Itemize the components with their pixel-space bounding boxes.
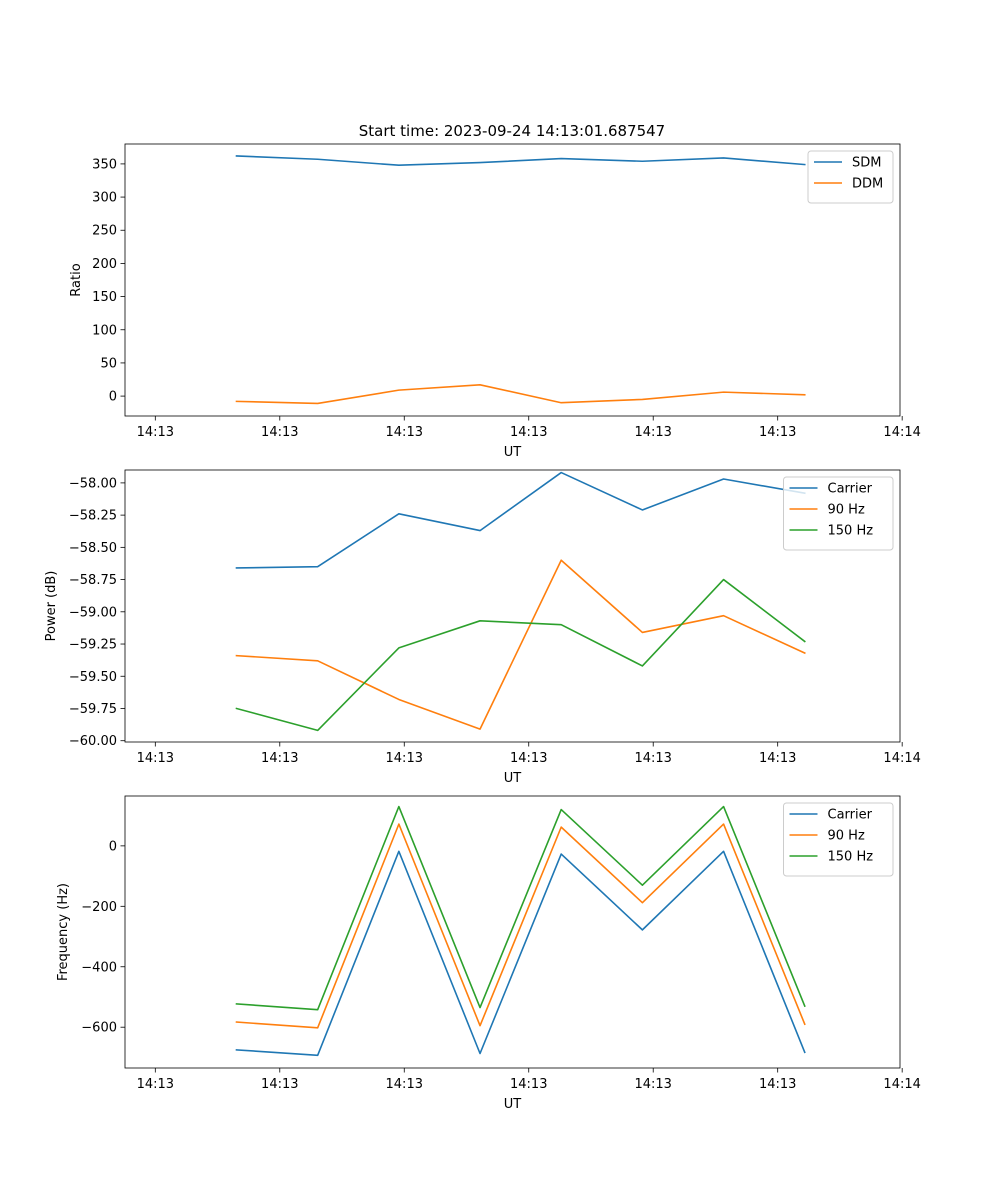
frequency-y-tick-label: −600: [81, 1021, 117, 1036]
power-x-tick-label: 14:13: [510, 751, 547, 766]
frequency-x-tick-label: 14:13: [759, 1077, 796, 1092]
power-legend: Carrier 90 Hz 150 Hz: [783, 476, 894, 551]
frequency-x-tick-label: 14:13: [137, 1077, 174, 1092]
ratio-legend-label-sdm: SDM: [852, 156, 881, 171]
frequency-series-group: [235, 805, 806, 1057]
power-x-tick-label: 14:14: [883, 751, 920, 766]
frequency-x-tick-label: 14:13: [634, 1077, 671, 1092]
ratio-panel: 14:13 14:13 14:13 14:13 14:13 14:13 14:14 0 50 10…: [69, 143, 921, 460]
power-legend-label-90-hz: 90 Hz: [828, 503, 865, 518]
frequency-x-tick-label: 14:13: [510, 1077, 547, 1092]
frequency-panel: 14:13 14:13 14:13 14:13 14:13 14:13 14:14 −600 −…: [56, 795, 921, 1112]
ratio-y-tick-label: 50: [100, 356, 117, 371]
frequency-x-tick-label: 14:14: [883, 1077, 920, 1092]
ratio-x-tick-label: 14:13: [634, 425, 671, 440]
ratio-x-tick-label: 14:13: [386, 425, 423, 440]
power-y-tick-label: −58.75: [69, 573, 117, 588]
power-x-tick-label: 14:13: [634, 751, 671, 766]
ratio-x-tick-label: 14:13: [759, 425, 796, 440]
ratio-legend-box: [807, 150, 894, 204]
figure-title: Start time: 2023-09-24 14:13:01.687547: [359, 122, 665, 140]
power-carrier-line: [235, 471, 806, 569]
frequency-y-tick-label: 0: [109, 839, 117, 854]
power-x-tick-label: 14:13: [261, 751, 298, 766]
ratio-y-tick-label: 0: [109, 390, 117, 405]
power-y-tick-label: −58.25: [69, 509, 117, 524]
frequency-legend-label-carrier: Carrier: [828, 808, 873, 823]
ratio-legend-label-ddm: DDM: [852, 177, 883, 192]
power-x-tick-label: 14:13: [386, 751, 423, 766]
ratio-y-tick-label: 300: [92, 191, 117, 206]
ratio-y-axis-label: Ratio: [69, 263, 84, 296]
ratio-y-tick-label: 350: [92, 157, 117, 172]
frequency-axes-frame: [124, 795, 901, 1069]
power-x-tick-label: 14:13: [137, 751, 174, 766]
power-y-tick-label: −59.75: [69, 702, 117, 717]
frequency-y-axis-label: Frequency (Hz): [56, 883, 71, 981]
frequency-x-tick-label: 14:13: [261, 1077, 298, 1092]
power-y-axis-label: Power (dB): [44, 571, 59, 642]
power-y-tick-label: −59.50: [69, 670, 117, 685]
ratio-sdm-line: [235, 155, 806, 167]
power-y-tick-label: −58.50: [69, 541, 117, 556]
power-y-tick-label: −59.25: [69, 638, 117, 653]
ratio-x-tick-label: 14:13: [261, 425, 298, 440]
frequency-y-tick-label: −200: [81, 900, 117, 915]
frequency-150-hz-line: [235, 805, 806, 1011]
frequency-legend: Carrier 90 Hz 150 Hz: [783, 802, 894, 877]
ratio-y-tick-label: 100: [92, 323, 117, 338]
ratio-x-axis-label: UT: [504, 445, 522, 460]
frequency-legend-box: [783, 802, 894, 877]
power-panel: 14:13 14:13 14:13 14:13 14:13 14:13 14:14 −60.0…: [44, 469, 921, 786]
ratio-y-tick-label: 200: [92, 257, 117, 272]
frequency-x-axis-label: UT: [504, 1097, 522, 1112]
power-y-tick-label: −59.00: [69, 605, 117, 620]
power-legend-label-150-hz: 150 Hz: [828, 524, 874, 539]
power-y-tick-label: −58.00: [69, 476, 117, 491]
frequency-y-tick-label: −400: [81, 960, 117, 975]
ratio-y-tick-label: 250: [92, 224, 117, 239]
frequency-carrier-line: [235, 850, 806, 1057]
ratio-legend: SDM DDM: [807, 150, 894, 204]
power-x-tick-label: 14:13: [759, 751, 796, 766]
ratio-x-tick-label: 14:13: [137, 425, 174, 440]
power-legend-label-carrier: Carrier: [828, 482, 873, 497]
frequency-legend-label-150-hz: 150 Hz: [828, 850, 874, 865]
frequency-legend-label-90-hz: 90 Hz: [828, 829, 865, 844]
ratio-y-tick-label: 150: [92, 290, 117, 305]
power-legend-box: [783, 476, 894, 551]
power-90-hz-line: [235, 559, 806, 730]
ratio-ddm-line: [235, 384, 806, 405]
ratio-axes-frame: [124, 143, 901, 417]
power-x-axis-label: UT: [504, 771, 522, 786]
ratio-x-tick-label: 14:13: [510, 425, 547, 440]
power-150-hz-line: [235, 578, 806, 732]
ratio-series-group: [235, 155, 806, 405]
frequency-x-tick-label: 14:13: [386, 1077, 423, 1092]
power-series-group: [235, 471, 806, 732]
ratio-x-tick-label: 14:14: [883, 425, 920, 440]
frequency-90-hz-line: [235, 823, 806, 1029]
power-y-tick-label: −60.00: [69, 734, 117, 749]
power-axes-frame: [124, 469, 901, 743]
